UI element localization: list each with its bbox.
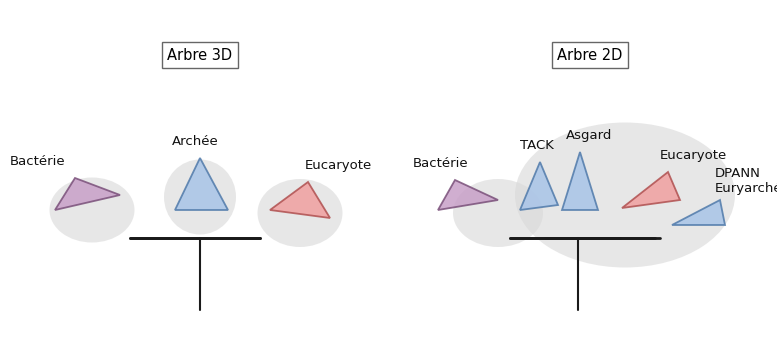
Text: Eucaryote: Eucaryote — [305, 159, 372, 172]
Ellipse shape — [453, 179, 543, 247]
Ellipse shape — [50, 178, 134, 242]
Text: Arbre 2D: Arbre 2D — [557, 47, 622, 62]
Text: Asgard: Asgard — [566, 129, 612, 142]
Ellipse shape — [164, 160, 236, 235]
Polygon shape — [175, 158, 228, 210]
Polygon shape — [562, 152, 598, 210]
Polygon shape — [438, 180, 498, 210]
Text: DPANN
Euryarchée: DPANN Euryarchée — [715, 167, 777, 195]
Polygon shape — [270, 182, 330, 218]
Polygon shape — [55, 178, 120, 210]
Text: Eucaryote: Eucaryote — [660, 149, 727, 162]
Polygon shape — [672, 200, 725, 225]
Ellipse shape — [257, 179, 343, 247]
Text: TACK: TACK — [520, 139, 554, 152]
Text: Bactérie: Bactérie — [413, 157, 469, 170]
Polygon shape — [622, 172, 680, 208]
Ellipse shape — [515, 122, 735, 267]
Text: Archée: Archée — [172, 135, 219, 148]
Polygon shape — [520, 162, 558, 210]
Text: Bactérie: Bactérie — [10, 155, 65, 168]
Text: Arbre 3D: Arbre 3D — [167, 47, 232, 62]
